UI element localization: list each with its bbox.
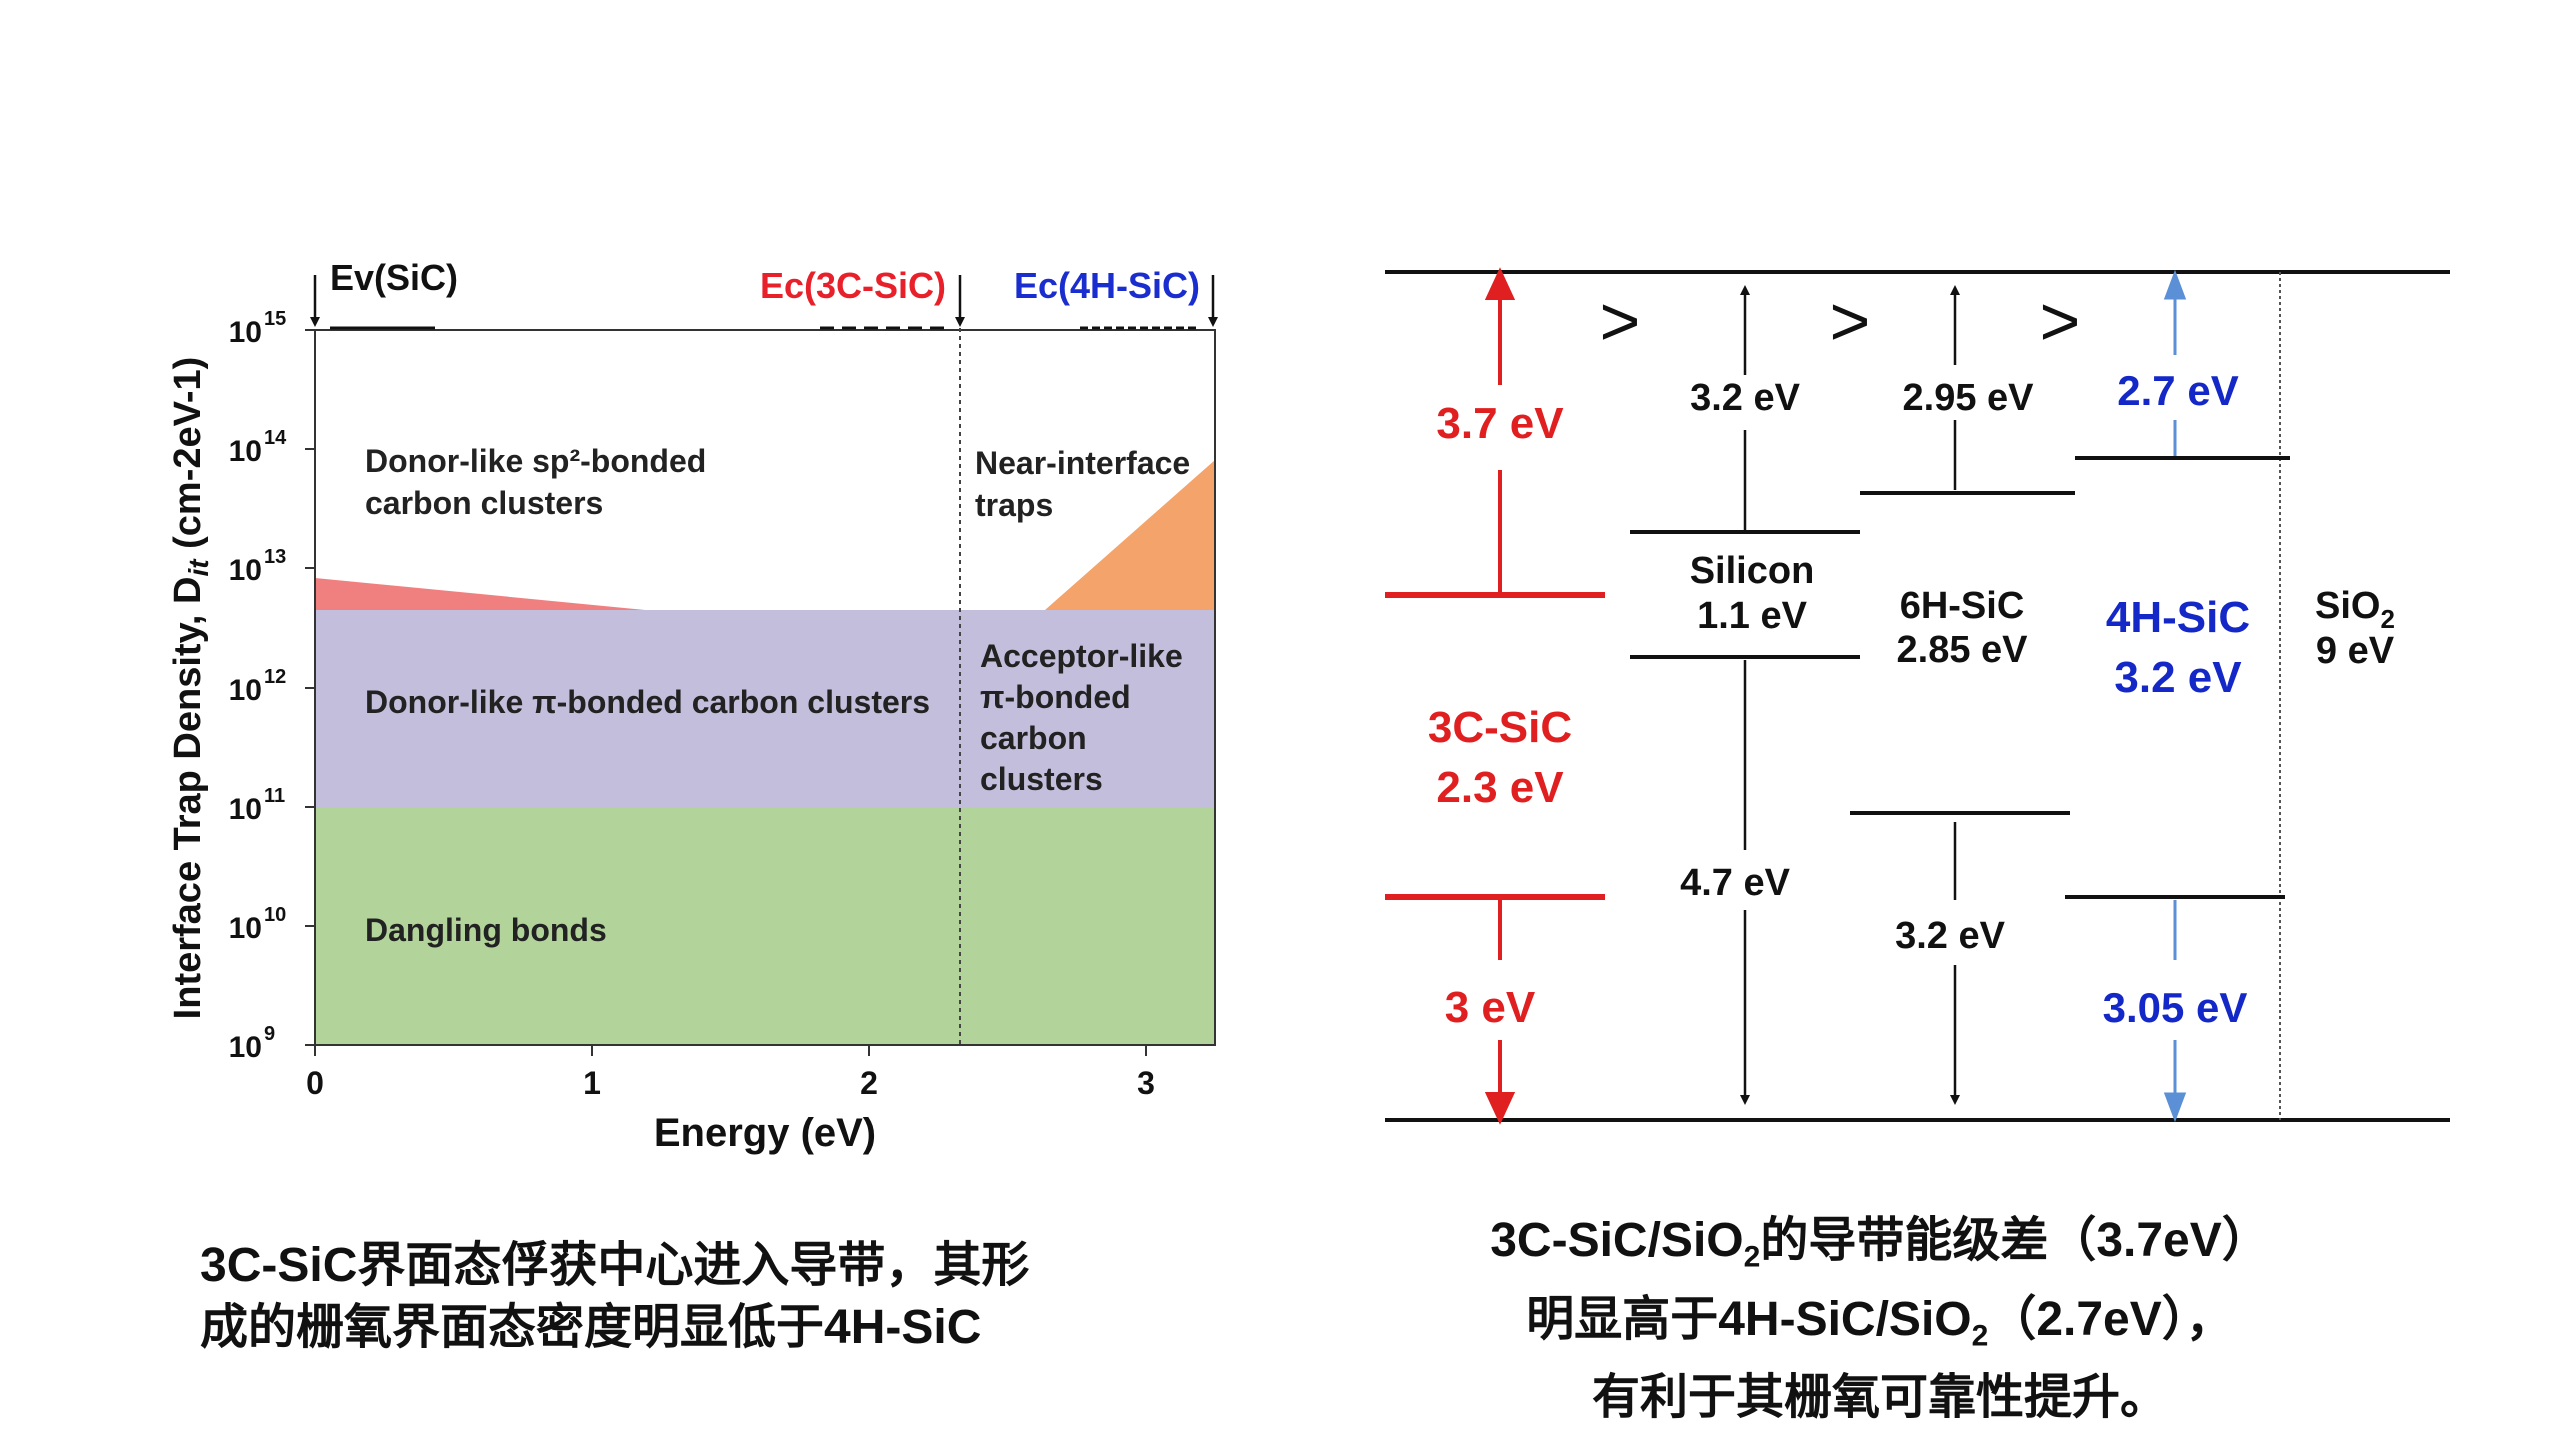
svg-text:10: 10 (229, 316, 262, 349)
svg-text:10: 10 (229, 793, 262, 826)
greater-than-3: > (2040, 282, 2081, 360)
label-donor-sp2-1: Donor-like sp²-bonded (365, 443, 706, 479)
y-tick: 10 10 (229, 904, 315, 945)
sic3c-cb-offset: 3.7 eV (1436, 399, 1564, 448)
sic6h-name: 6H-SiC (1900, 585, 2025, 627)
y-axis: 10 15 10 14 10 13 10 12 10 11 10 10 10 9 (229, 308, 315, 1064)
si-vb-offset: 4.7 eV (1680, 862, 1791, 904)
y-tick: 10 14 (229, 427, 315, 468)
greater-than-1: > (1600, 282, 1641, 360)
y-tick: 10 15 (229, 308, 315, 349)
svg-text:9: 9 (264, 1023, 275, 1045)
sic3c-name: 3C-SiC (1428, 703, 1572, 752)
sio2-name: SiO2 (2315, 585, 2395, 634)
svg-text:0: 0 (306, 1065, 324, 1101)
label-acceptor-4: clusters (980, 761, 1103, 797)
y-tick: 10 11 (229, 785, 315, 826)
sic3c-vb-arrow (1484, 900, 1516, 1125)
y-axis-label: Interface Trap Density, Dit (cm-2eV-1) (167, 357, 214, 1020)
left-caption-line2: 成的栅氧界面态密度明显低于4H-SiC (200, 1301, 982, 1354)
sic4h-cb-arrow (2163, 269, 2187, 456)
svg-text:12: 12 (264, 666, 286, 688)
region-sp2-bonded (315, 578, 645, 610)
svg-text:2: 2 (860, 1065, 878, 1101)
y-tick: 10 12 (229, 666, 315, 707)
right-caption-line3: 有利于其栅氧可靠性提升。 (1591, 1371, 2168, 1425)
svg-text:10: 10 (264, 904, 286, 926)
label-donor-sp2-2: carbon clusters (365, 485, 603, 521)
sic6h-vb-offset: 3.2 eV (1895, 915, 2006, 957)
label-donor-pi: Donor-like π-bonded carbon clusters (365, 684, 930, 720)
region-pi-bonded (315, 610, 1215, 807)
left-caption-line1: 3C-SiC界面态俘获中心进入导带，其形 (200, 1239, 1030, 1292)
svg-text:11: 11 (264, 785, 285, 807)
right-caption-line2: 明显高于4H-SiC/SiO2（2.7eV）， (1526, 1292, 2234, 1353)
greater-than-2: > (1830, 282, 1871, 360)
x-tick: 1 (583, 1045, 601, 1101)
si-cb-offset: 3.2 eV (1690, 377, 1801, 419)
svg-text:10: 10 (229, 674, 262, 707)
sic6h-cb-offset: 2.95 eV (1903, 377, 2035, 419)
sic3c-vb-offset: 3 eV (1445, 983, 1536, 1032)
svg-text:14: 14 (264, 427, 287, 449)
region-near-interface (1045, 460, 1215, 610)
si-gap: 1.1 eV (1697, 595, 1808, 637)
svg-text:10: 10 (229, 554, 262, 587)
right-caption-line1: 3C-SiC/SiO2的导带能级差（3.7eV） (1490, 1214, 2270, 1274)
svg-text:10: 10 (229, 435, 262, 468)
left-chart: Ev(SiC) Ec(3C-SiC) Ec(4H-SiC) 10 15 10 14 … (167, 257, 1218, 1155)
y-tick: 10 13 (229, 546, 315, 587)
sic4h-vb-offset: 3.05 eV (2103, 984, 2248, 1031)
svg-text:10: 10 (229, 1031, 262, 1064)
region-dangling-bonds (315, 807, 1215, 1045)
si-name: Silicon (1690, 550, 1815, 592)
band-diagram: 3.7 eV 3 eV 3C-SiC 2.3 eV 3.2 eV Silicon… (1385, 267, 2450, 1125)
left-caption: 3C-SiC界面态俘获中心进入导带，其形 成的栅氧界面态密度明显低于4H-SiC (200, 1235, 1180, 1359)
x-axis-label: Energy (eV) (654, 1111, 876, 1155)
x-axis: 0 1 2 3 (306, 1045, 1155, 1101)
svg-text:3: 3 (1137, 1065, 1155, 1101)
sio2-gap: 9 eV (2316, 630, 2395, 672)
sic4h-vb-arrow (2163, 900, 2187, 1123)
region-labels: Donor-like sp²-bonded carbon clusters Ne… (365, 443, 1190, 948)
sic3c-cb-arrow (1484, 267, 1516, 593)
x-tick: 0 (306, 1045, 324, 1101)
sic4h-gap: 3.2 eV (2114, 653, 2242, 702)
right-caption: 3C-SiC/SiO2的导带能级差（3.7eV） 明显高于4H-SiC/SiO2… (1420, 1210, 2340, 1429)
sic4h-cb-offset: 2.7 eV (2117, 367, 2238, 414)
ec-4h-label: Ec(4H-SiC) (1014, 265, 1200, 306)
label-dangling: Dangling bonds (365, 912, 607, 948)
label-acceptor-2: π-bonded (980, 679, 1131, 715)
svg-text:15: 15 (264, 308, 286, 330)
sic4h-name: 4H-SiC (2106, 593, 2250, 642)
label-near-interface-2: traps (975, 487, 1053, 523)
svg-text:1: 1 (583, 1065, 601, 1101)
ev-label: Ev(SiC) (330, 257, 458, 298)
x-tick: 3 (1137, 1045, 1155, 1101)
y-tick: 10 9 (229, 1023, 315, 1064)
svg-text:10: 10 (229, 912, 262, 945)
label-near-interface-1: Near-interface (975, 445, 1190, 481)
sic6h-gap: 2.85 eV (1897, 629, 2029, 671)
svg-text:13: 13 (264, 546, 286, 568)
ec-3c-label: Ec(3C-SiC) (760, 265, 946, 306)
label-acceptor-3: carbon (980, 720, 1087, 756)
label-acceptor-1: Acceptor-like (980, 638, 1183, 674)
x-tick: 2 (860, 1045, 878, 1101)
sic3c-gap: 2.3 eV (1436, 763, 1564, 812)
